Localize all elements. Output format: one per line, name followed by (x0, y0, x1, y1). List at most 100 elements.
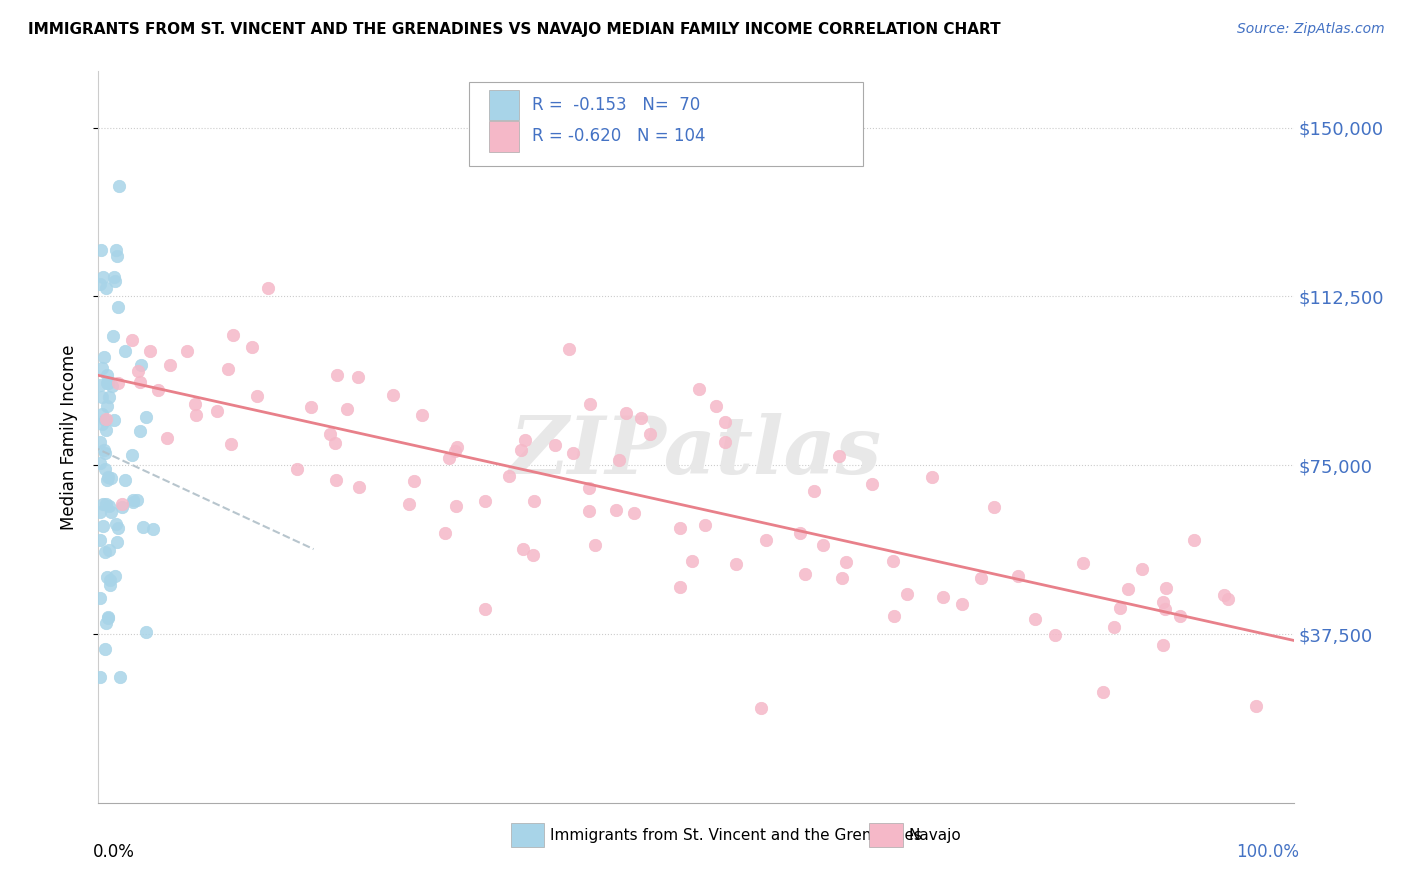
Point (630, 410, 652, 425)
Point (240, 340, 263, 354)
Point (614, 406, 637, 420)
Point (1091, 685, 1114, 699)
Point (186, 408, 208, 422)
Point (90, 390, 112, 404)
Point (94, 545, 117, 559)
Point (811, 538, 834, 552)
Point (803, 483, 825, 498)
Point (1152, 638, 1174, 652)
Point (510, 442, 533, 457)
Point (129, 425, 152, 439)
Point (256, 281, 278, 295)
Point (107, 521, 129, 535)
Point (104, 243, 127, 257)
Point (111, 497, 134, 511)
Point (512, 541, 534, 556)
Point (1154, 602, 1177, 616)
Point (104, 569, 127, 583)
Point (89, 378, 111, 392)
Point (94, 446, 117, 460)
Point (89, 533, 111, 548)
Y-axis label: Median Family Income: Median Family Income (59, 344, 77, 530)
Point (755, 533, 778, 547)
Point (439, 451, 461, 466)
Point (444, 500, 467, 514)
Point (1130, 562, 1153, 576)
Point (1244, 698, 1267, 713)
Point (103, 269, 125, 284)
Point (101, 329, 124, 343)
Point (142, 522, 165, 536)
Point (579, 397, 602, 411)
Text: Immigrants from St. Vincent and the Grenadines: Immigrants from St. Vincent and the Gren… (550, 828, 922, 843)
Point (135, 624, 157, 639)
Point (325, 368, 347, 382)
Point (896, 587, 918, 601)
Point (108, 179, 131, 194)
Point (96, 569, 118, 583)
Point (983, 500, 1005, 514)
Point (97, 470, 120, 484)
Point (1108, 600, 1130, 615)
Point (217, 361, 239, 376)
Point (90, 417, 112, 432)
Point (111, 500, 134, 515)
Point (176, 344, 198, 359)
Point (347, 480, 370, 494)
Point (605, 502, 627, 516)
Point (319, 426, 342, 441)
Point (558, 342, 581, 356)
Point (299, 400, 322, 414)
Point (94, 461, 117, 475)
Point (1024, 612, 1046, 626)
Point (97, 611, 120, 625)
Point (831, 571, 853, 585)
Point (607, 452, 630, 467)
Point (97, 376, 120, 390)
Point (96, 497, 118, 511)
Point (184, 397, 207, 411)
Point (219, 437, 242, 451)
Point (1218, 591, 1240, 606)
Point (1213, 588, 1236, 602)
Point (222, 327, 245, 342)
Text: IMMIGRANTS FROM ST. VINCENT AND THE GRENADINES VS NAVAJO MEDIAN FAMILY INCOME CO: IMMIGRANTS FROM ST. VINCENT AND THE GREN… (28, 22, 1001, 37)
Point (96, 368, 118, 382)
Text: ZIPatlas: ZIPatlas (510, 413, 882, 491)
Point (96, 412, 118, 426)
Point (128, 375, 150, 389)
Point (91, 270, 114, 285)
Point (121, 492, 143, 507)
Point (105, 517, 128, 532)
Point (381, 388, 404, 402)
Point (970, 571, 993, 585)
Point (93, 443, 115, 458)
Point (135, 410, 157, 425)
Point (122, 495, 145, 509)
Point (96, 376, 118, 391)
Point (156, 431, 179, 445)
Point (668, 580, 690, 594)
Point (131, 358, 153, 372)
Point (932, 590, 955, 604)
Point (669, 521, 692, 535)
Point (1156, 582, 1178, 596)
Bar (869, 823, 903, 847)
Point (950, 598, 973, 612)
Point (681, 554, 703, 568)
Point (103, 413, 125, 427)
Point (93, 350, 115, 364)
Point (246, 389, 269, 403)
Point (1152, 595, 1174, 609)
Point (713, 415, 735, 429)
Point (90, 243, 112, 257)
Bar (510, 823, 544, 847)
Point (96, 423, 118, 437)
Bar (489, 121, 519, 152)
Point (443, 444, 465, 458)
Point (91, 407, 114, 421)
Point (704, 399, 727, 413)
FancyBboxPatch shape (470, 82, 863, 167)
Point (285, 462, 308, 476)
Text: 0.0%: 0.0% (93, 843, 135, 861)
